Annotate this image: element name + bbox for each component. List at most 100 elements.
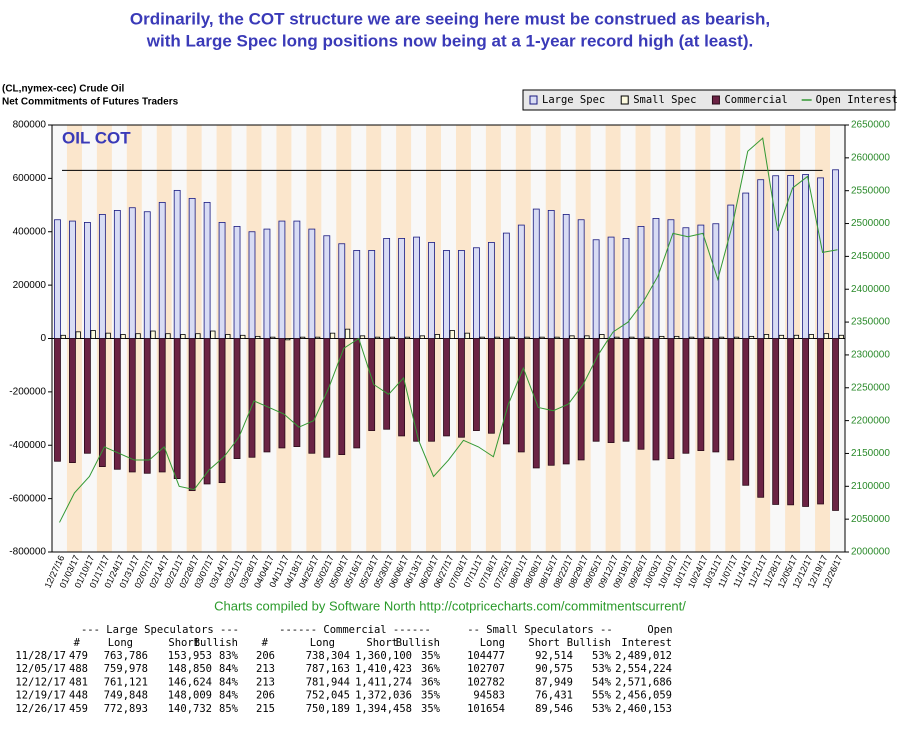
cell: 101654 bbox=[467, 703, 505, 715]
bar bbox=[120, 334, 126, 339]
y2-tick-label: 2200000 bbox=[851, 415, 890, 426]
bar bbox=[314, 336, 321, 339]
cell: 206 bbox=[256, 690, 275, 702]
bar bbox=[487, 242, 495, 339]
bar bbox=[458, 250, 465, 339]
bar bbox=[592, 338, 600, 442]
bar bbox=[577, 219, 585, 339]
bar bbox=[173, 189, 181, 339]
column-header: Short bbox=[528, 637, 560, 649]
y2-tick-label: 2600000 bbox=[851, 152, 890, 163]
bar bbox=[517, 224, 525, 339]
bar bbox=[69, 338, 76, 463]
bar bbox=[98, 214, 106, 339]
cell: 761,121 bbox=[104, 676, 148, 688]
bar bbox=[712, 223, 720, 339]
bar bbox=[329, 332, 336, 339]
cell: 54% bbox=[592, 676, 612, 688]
cell: 215 bbox=[256, 703, 275, 715]
bar bbox=[682, 338, 690, 454]
bar bbox=[443, 338, 450, 437]
cell: 1,360,100 bbox=[355, 650, 412, 662]
bar bbox=[165, 333, 171, 339]
bar bbox=[398, 338, 406, 437]
bar bbox=[293, 338, 301, 447]
bar bbox=[218, 222, 226, 339]
bar bbox=[359, 335, 366, 339]
bar bbox=[487, 338, 495, 434]
legend-label: Commercial bbox=[724, 94, 787, 106]
cell: 84% bbox=[219, 676, 239, 688]
bar bbox=[517, 338, 525, 453]
group-header: --- Large Speculators --- bbox=[81, 624, 239, 636]
cell: 35% bbox=[421, 690, 441, 702]
bar bbox=[763, 334, 770, 339]
cell: 1,394,458 bbox=[355, 703, 412, 715]
y2-tick-label: 2300000 bbox=[851, 350, 890, 361]
cell: 488 bbox=[69, 663, 88, 675]
bar bbox=[203, 201, 211, 339]
bar bbox=[562, 214, 570, 339]
legend-swatch bbox=[620, 95, 629, 105]
cell: 83% bbox=[219, 650, 239, 662]
cell: 2,456,059 bbox=[615, 690, 672, 702]
cell: 36% bbox=[421, 676, 441, 688]
bar bbox=[84, 338, 91, 454]
bar bbox=[667, 338, 675, 459]
bar bbox=[248, 231, 256, 339]
bar bbox=[584, 335, 590, 339]
bar bbox=[817, 338, 824, 505]
cell: 102782 bbox=[467, 676, 505, 688]
y2-tick-label: 2450000 bbox=[851, 251, 890, 262]
cell: 1,411,274 bbox=[355, 676, 412, 688]
legend-box bbox=[522, 89, 896, 111]
bar bbox=[688, 336, 695, 339]
cell: 213 bbox=[256, 676, 275, 688]
cell: 1,410,423 bbox=[355, 663, 412, 675]
legend-label: Large Spec bbox=[542, 94, 605, 106]
bar bbox=[150, 330, 156, 339]
bar bbox=[562, 338, 570, 465]
bar bbox=[344, 328, 351, 339]
bar bbox=[547, 209, 555, 339]
bar bbox=[434, 334, 440, 339]
bar bbox=[682, 227, 690, 339]
cell: 153,953 bbox=[168, 650, 212, 662]
group-header: Open bbox=[647, 624, 672, 636]
title: Ordinarily, the COT structure we are see… bbox=[130, 9, 770, 28]
cell: 146,624 bbox=[168, 676, 212, 688]
cell: 53% bbox=[592, 650, 612, 662]
cell: 759,978 bbox=[104, 663, 148, 675]
bar bbox=[494, 336, 500, 339]
cell: 89,546 bbox=[535, 703, 573, 715]
y-tick-label: -800000 bbox=[9, 547, 46, 558]
bar bbox=[659, 335, 665, 339]
bar bbox=[293, 220, 301, 339]
column-header: Bullish bbox=[396, 637, 440, 649]
bar bbox=[98, 338, 106, 468]
cell: 1,372,036 bbox=[355, 690, 412, 702]
bar bbox=[793, 334, 800, 339]
bar bbox=[703, 336, 710, 339]
bar bbox=[757, 338, 765, 498]
bar bbox=[188, 338, 196, 492]
cell: 481 bbox=[69, 676, 88, 688]
bar bbox=[802, 174, 809, 339]
bar bbox=[278, 338, 286, 449]
y2-tick-label: 2050000 bbox=[851, 514, 890, 525]
bar bbox=[524, 336, 530, 339]
bar bbox=[697, 338, 705, 451]
legend-label: Small Spec bbox=[633, 94, 696, 106]
bar bbox=[84, 222, 91, 339]
bar bbox=[188, 197, 196, 339]
y2-tick-label: 2500000 bbox=[851, 218, 890, 229]
cell: 479 bbox=[69, 650, 88, 662]
cell: 84% bbox=[219, 663, 239, 675]
bar bbox=[143, 338, 151, 474]
bar bbox=[368, 250, 376, 339]
bar bbox=[210, 330, 216, 339]
bar bbox=[60, 334, 66, 339]
bar bbox=[308, 228, 316, 339]
bar bbox=[195, 333, 201, 339]
